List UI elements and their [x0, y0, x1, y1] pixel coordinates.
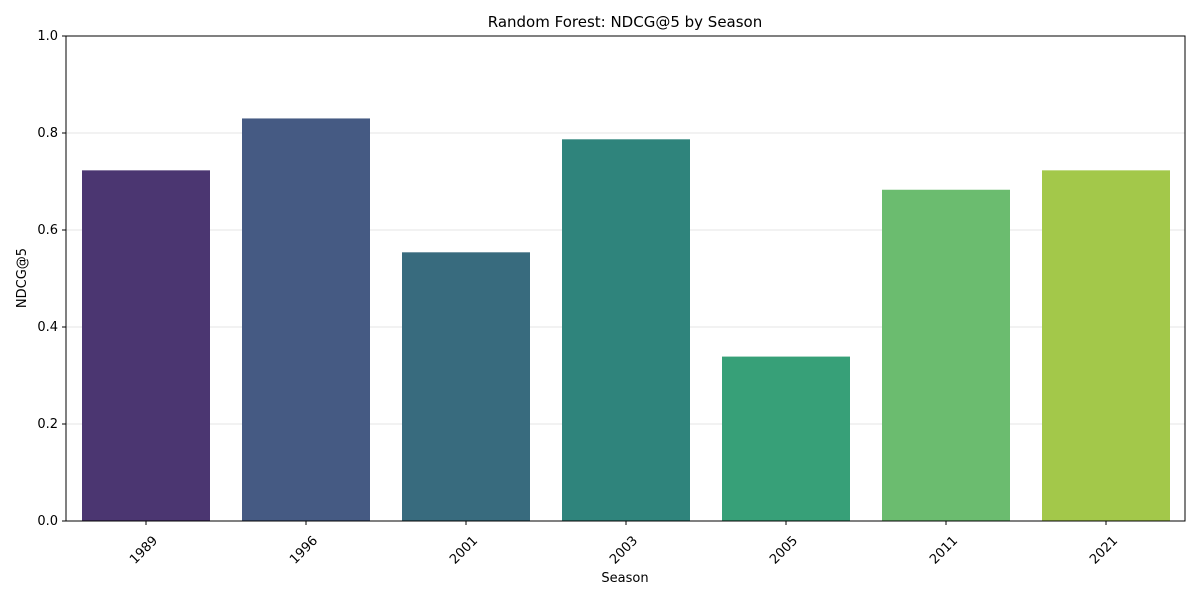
- bar-1996: [242, 118, 370, 521]
- bars: [82, 118, 1170, 521]
- bar-2011: [882, 189, 1010, 521]
- bar-1989: [82, 170, 210, 521]
- x-axis-ticks: 1989 1996 2001 2003 2005 2011 2021: [127, 521, 1121, 567]
- x-tick-label: 2003: [607, 533, 641, 567]
- x-tick-label: 1996: [287, 533, 321, 567]
- y-axis-label: NDCG@5: [15, 248, 30, 308]
- y-tick-label: 0.6: [37, 223, 58, 238]
- x-tick-label: 1989: [127, 533, 161, 567]
- y-tick-label: 0.8: [37, 126, 58, 141]
- bar-2021: [1042, 170, 1170, 521]
- y-tick-label: 1.0: [37, 29, 58, 44]
- x-axis-label: Season: [601, 571, 648, 586]
- y-axis-ticks: 0.0 0.2 0.4 0.6 0.8 1.0: [37, 29, 66, 529]
- bar-2001: [402, 252, 530, 521]
- x-tick-label: 2005: [767, 533, 801, 567]
- y-tick-label: 0.2: [37, 417, 58, 432]
- y-tick-label: 0.0: [37, 514, 58, 529]
- x-tick-label: 2021: [1087, 533, 1121, 567]
- x-tick-label: 2011: [927, 533, 961, 567]
- chart-title: Random Forest: NDCG@5 by Season: [488, 13, 763, 31]
- y-tick-label: 0.4: [37, 320, 58, 335]
- x-tick-label: 2001: [447, 533, 481, 567]
- bar-2005: [722, 356, 850, 521]
- bar-2003: [562, 139, 690, 521]
